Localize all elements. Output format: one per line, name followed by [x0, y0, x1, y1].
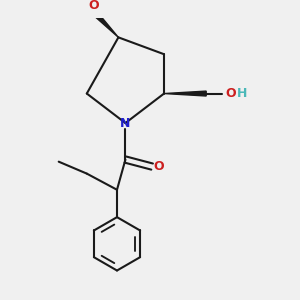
Polygon shape — [164, 91, 206, 96]
Text: H: H — [237, 87, 247, 100]
Text: O: O — [88, 0, 99, 12]
Text: O: O — [154, 160, 164, 173]
Text: N: N — [120, 116, 130, 130]
Polygon shape — [94, 13, 118, 38]
Text: O: O — [225, 87, 236, 100]
